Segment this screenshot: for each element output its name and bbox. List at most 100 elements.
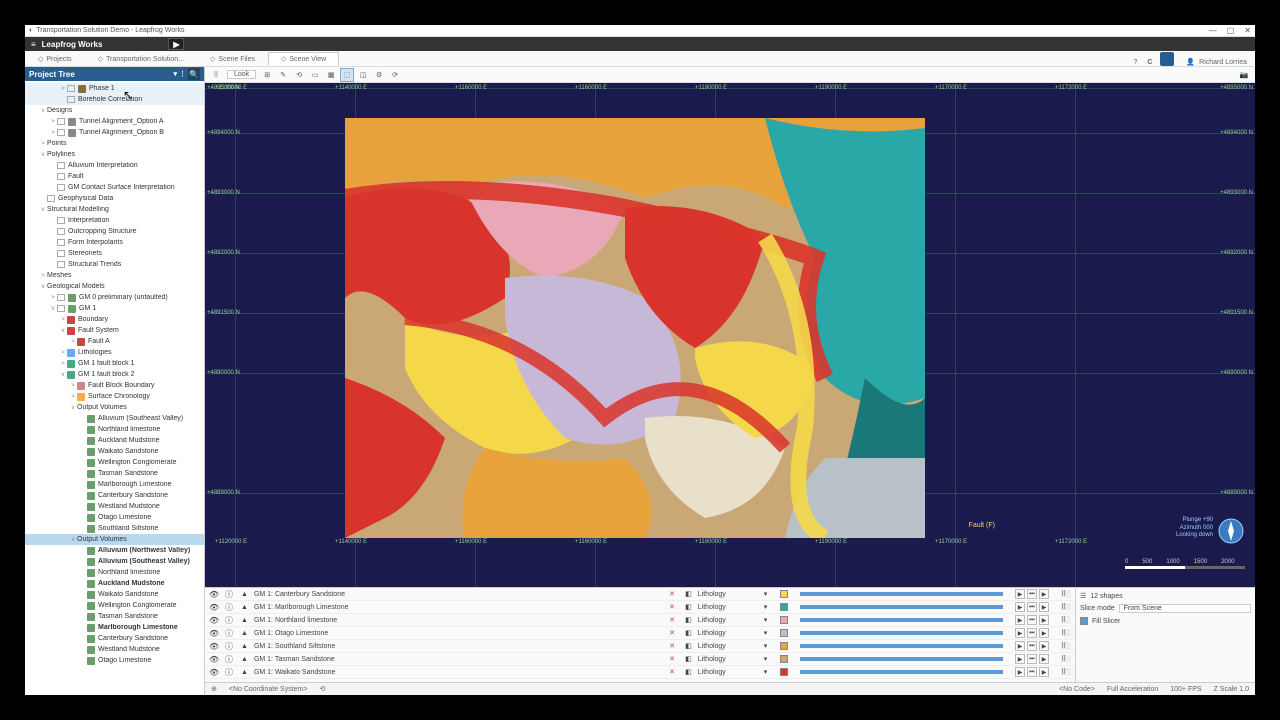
help-icon[interactable]: ? <box>1127 59 1143 66</box>
tree-checkbox[interactable] <box>57 118 65 125</box>
shape-row[interactable]: 👁ⓘ▲GM 1: Waikato Sandstone✕◧Lithology▾▶⏭… <box>205 666 1075 679</box>
tree-checkbox[interactable] <box>67 96 75 103</box>
tree-item[interactable]: Otago Limestone <box>25 655 204 666</box>
status-code[interactable]: <No Code> <box>1059 686 1095 693</box>
shape-mode[interactable]: Lithology <box>698 617 758 624</box>
tree-item[interactable]: Borehole Correlation <box>25 94 204 105</box>
step-icon[interactable]: ⏭ <box>1027 667 1037 677</box>
tool-0[interactable]: ⊞ <box>260 68 274 82</box>
shape-row[interactable]: 👁ⓘ▲GM 1: Marlborough Limestone✕◧Litholog… <box>205 601 1075 614</box>
tree-item[interactable]: Southland Siltstone <box>25 523 204 534</box>
maximize-button[interactable]: ▢ <box>1227 26 1235 35</box>
tree-item[interactable]: vFault System <box>25 325 204 336</box>
tree-item[interactable]: Northland limestone <box>25 567 204 578</box>
opacity-slider[interactable] <box>800 670 1003 674</box>
tree-item[interactable]: >Tunnel Alignment_Option A <box>25 116 204 127</box>
play-icon[interactable]: ▶ <box>1015 615 1025 625</box>
shape-mode[interactable]: Lithology <box>698 604 758 611</box>
play-icon[interactable]: ▶ <box>1015 641 1025 651</box>
tree-item[interactable]: Tasman Sandstone <box>25 468 204 479</box>
info-icon[interactable]: ⓘ <box>225 654 235 665</box>
row-grip-icon[interactable]: ⠿ <box>1061 655 1071 663</box>
tree-checkbox[interactable] <box>57 228 65 235</box>
remove-shape-icon[interactable]: ✕ <box>669 590 679 598</box>
shape-dropdown-icon[interactable]: ▾ <box>764 642 774 650</box>
tree-item[interactable]: >Tunnel Alignment_Option B <box>25 127 204 138</box>
step-icon[interactable]: ⏭ <box>1027 602 1037 612</box>
tree-item[interactable]: vGM 1 <box>25 303 204 314</box>
step-icon[interactable]: ⏭ <box>1027 615 1037 625</box>
visibility-icon[interactable]: 👁 <box>209 629 219 638</box>
fill-slicer-checkbox[interactable] <box>1080 617 1088 625</box>
row-grip-icon[interactable]: ⠿ <box>1061 629 1071 637</box>
tree-item[interactable]: Fault <box>25 171 204 182</box>
tree-checkbox[interactable] <box>57 261 65 268</box>
tree-item[interactable]: Northland limestone <box>25 424 204 435</box>
tree-opts-icon[interactable]: ⋮ <box>179 70 186 78</box>
tree-item[interactable]: Outcropping Structure <box>25 226 204 237</box>
remove-shape-icon[interactable]: ✕ <box>669 616 679 624</box>
tree-checkbox[interactable] <box>57 239 65 246</box>
tree-collapse-icon[interactable]: ▾ <box>173 70 177 78</box>
tree-item[interactable]: Auckland Mudstone <box>25 578 204 589</box>
remove-shape-icon[interactable]: ✕ <box>669 603 679 611</box>
remove-shape-icon[interactable]: ✕ <box>669 629 679 637</box>
status-zscale[interactable]: Z Scale 1.0 <box>1214 686 1249 693</box>
tree-item[interactable]: Westland Mudstone <box>25 644 204 655</box>
tree-checkbox[interactable] <box>47 195 55 202</box>
tree-item[interactable]: >Fault Block Boundary <box>25 380 204 391</box>
more-icon[interactable]: ▶ <box>1039 628 1049 638</box>
tree-item[interactable]: Waikato Sandstone <box>25 446 204 457</box>
step-icon[interactable]: ⏭ <box>1027 654 1037 664</box>
shape-row[interactable]: 👁ⓘ▲GM 1: Otago Limestone✕◧Lithology▾▶⏭▶⠿ <box>205 627 1075 640</box>
shape-dropdown-icon[interactable]: ▾ <box>764 668 774 676</box>
row-grip-icon[interactable]: ⠿ <box>1061 642 1071 650</box>
shape-mode-icon[interactable]: ◧ <box>685 642 692 650</box>
shape-mode[interactable]: Lithology <box>698 591 758 598</box>
row-grip-icon[interactable]: ⠿ <box>1061 590 1071 598</box>
tab-scene-files[interactable]: ◇Scene Files <box>197 52 268 66</box>
viewport-3d[interactable]: +1120000 E+1120000 E+1140000 E+1140000 E… <box>205 83 1255 587</box>
shape-mode[interactable]: Lithology <box>698 630 758 637</box>
shape-mode-icon[interactable]: ◧ <box>685 616 692 624</box>
tree-item[interactable]: Interpretation <box>25 215 204 226</box>
shape-mode[interactable]: Lithology <box>698 643 758 650</box>
shape-row[interactable]: 👁ⓘ▲GM 1: Canterbury Sandstone✕◧Lithology… <box>205 588 1075 601</box>
shape-dropdown-icon[interactable]: ▾ <box>764 603 774 611</box>
shape-row[interactable]: 👁ⓘ▲GM 1: Northland limestone✕◧Lithology▾… <box>205 614 1075 627</box>
tree-item[interactable]: Westland Mudstone <box>25 501 204 512</box>
shape-dropdown-icon[interactable]: ▾ <box>764 590 774 598</box>
search-icon[interactable]: 🔍 <box>188 68 200 80</box>
tree-item[interactable]: >Points <box>25 138 204 149</box>
menu-icon[interactable]: ≡ <box>31 40 36 49</box>
tree-item[interactable]: Otago Limestone <box>25 512 204 523</box>
shape-list[interactable]: 👁ⓘ▲GM 1: Canterbury Sandstone✕◧Lithology… <box>205 588 1075 682</box>
shape-swatch[interactable] <box>780 655 788 663</box>
shape-dropdown-icon[interactable]: ▾ <box>764 616 774 624</box>
more-icon[interactable]: ▶ <box>1039 654 1049 664</box>
shape-dropdown-icon[interactable]: ▾ <box>764 629 774 637</box>
tree-item[interactable]: Wellington Conglomerate <box>25 457 204 468</box>
shape-swatch[interactable] <box>780 642 788 650</box>
shape-row[interactable]: 👁ⓘ▲GM 1: Tasman Sandstone✕◧Lithology▾▶⏭▶… <box>205 653 1075 666</box>
tab-transportation-solution-[interactable]: ◇Transportation Solution... <box>85 52 197 66</box>
play-icon[interactable]: ▶ <box>1015 589 1025 599</box>
remove-shape-icon[interactable]: ✕ <box>669 668 679 676</box>
step-icon[interactable]: ⏭ <box>1027 589 1037 599</box>
tree-item[interactable]: vPolylines <box>25 149 204 160</box>
tree-item[interactable]: >Boundary <box>25 314 204 325</box>
more-icon[interactable]: ▶ <box>1039 589 1049 599</box>
tree-checkbox[interactable] <box>57 305 65 312</box>
tree-checkbox[interactable] <box>67 85 75 92</box>
shape-swatch[interactable] <box>780 629 788 637</box>
tool-7[interactable]: ⚙ <box>372 68 386 82</box>
tree-item[interactable]: >GM 0 preliminary (unfaulted) <box>25 292 204 303</box>
tree-item[interactable]: Marlborough Limestone <box>25 622 204 633</box>
shape-swatch[interactable] <box>780 590 788 598</box>
status-coord[interactable]: <No Coordinate System> <box>229 686 308 693</box>
tree-checkbox[interactable] <box>57 184 65 191</box>
shape-dropdown-icon[interactable]: ▾ <box>764 655 774 663</box>
row-grip-icon[interactable]: ⠿ <box>1061 603 1071 611</box>
visibility-icon[interactable]: 👁 <box>209 616 219 625</box>
more-icon[interactable]: ▶ <box>1039 615 1049 625</box>
